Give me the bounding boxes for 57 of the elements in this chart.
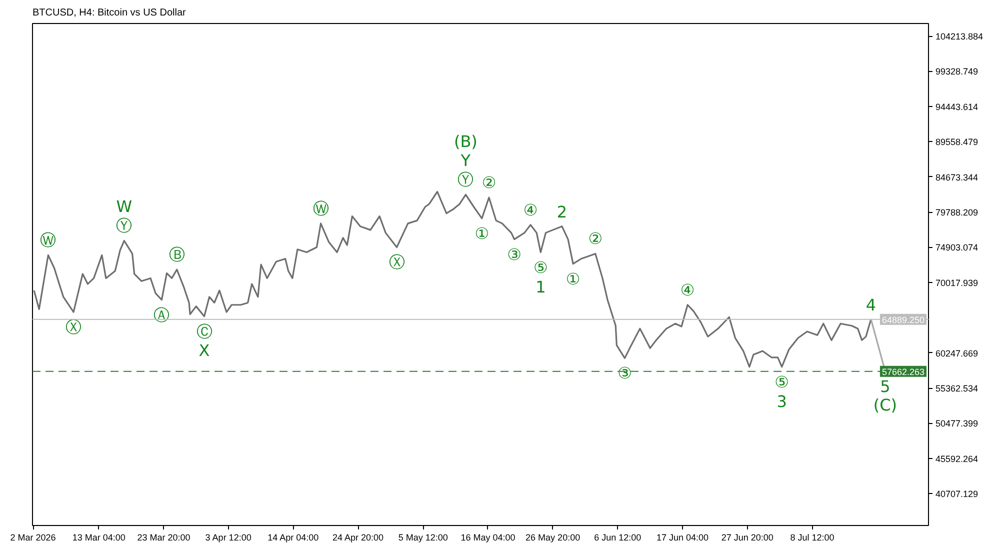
annotation: Y [460, 151, 471, 170]
annotation: (B) [454, 132, 478, 152]
annotation: 3 [776, 392, 787, 411]
x-tick-label: 16 May 04:00 [460, 532, 516, 542]
ref-line-label: 57662.263 [882, 366, 925, 377]
y-tick-label: 45592.264 [936, 454, 978, 464]
chart-title: BTCUSD, H4: Bitcoin vs US Dollar [32, 8, 187, 18]
annotation: Ⓦ [40, 230, 56, 250]
annotation: ② [482, 173, 496, 192]
y-tick-label: 79788.209 [936, 208, 978, 218]
x-tick-label: 27 Jun 20:00 [721, 532, 774, 542]
y-tick-label: 74903.074 [936, 242, 978, 253]
annotation: 2 [556, 202, 568, 222]
x-tick-label: 24 Apr 20:00 [332, 532, 384, 542]
annotation: (C) [873, 396, 898, 415]
annotation: Ⓑ [168, 245, 185, 264]
x-tick-label: 14 Apr 04:00 [268, 532, 319, 542]
y-tick-label: 50477.399 [936, 418, 978, 429]
annotation: 5 [880, 377, 890, 396]
x-tick-label: 5 May 12:00 [398, 532, 448, 542]
annotation: Ⓧ [388, 252, 405, 272]
annotation: 1 [536, 277, 546, 296]
annotation: Ⓐ [154, 305, 170, 324]
x-tick-label: 8 Jul 12:00 [790, 532, 834, 542]
annotation: ① [566, 269, 580, 288]
x-tick-label: 26 May 20:00 [526, 532, 580, 542]
x-tick-label: 13 Mar 04:00 [72, 532, 126, 542]
y-tick-label: 60247.669 [936, 348, 978, 358]
ref-line-label: 64889.250 [882, 314, 925, 325]
annotation: W [116, 197, 132, 216]
x-tick-label: 23 Mar 20:00 [137, 532, 190, 542]
annotation: Ⓧ [66, 318, 82, 337]
annotation: Ⓒ [196, 322, 212, 341]
annotation: ⑤ [533, 258, 548, 277]
annotation: ④ [523, 200, 538, 220]
y-tick-label: 99328.749 [936, 66, 978, 77]
annotation: Ⓨ [116, 216, 132, 236]
y-tick-label: 94443.614 [936, 102, 978, 112]
annotation: 4 [866, 295, 876, 314]
annotation: ④ [680, 280, 695, 300]
annotation: X [198, 340, 210, 360]
annotation: ② [588, 229, 603, 248]
annotation: Ⓦ [312, 198, 329, 218]
annotation: ⑤ [774, 372, 789, 392]
y-tick-label: 70017.939 [936, 278, 978, 288]
y-tick-label: 84673.344 [936, 172, 978, 182]
annotation: ③ [507, 244, 522, 264]
y-tick-label: 55362.534 [936, 384, 978, 394]
annotation: ① [474, 224, 490, 243]
x-tick-label: 2 Mar 2026 [10, 532, 56, 542]
y-tick-label: 89558.479 [936, 137, 978, 148]
y-tick-label: 104213.884 [936, 32, 984, 42]
annotation: Ⓨ [458, 170, 474, 190]
x-tick-label: 3 Apr 12:00 [205, 532, 252, 542]
y-tick-label: 40707.129 [936, 489, 978, 500]
x-tick-label: 6 Jun 12:00 [594, 532, 642, 542]
x-tick-label: 17 Jun 04:00 [656, 532, 709, 542]
